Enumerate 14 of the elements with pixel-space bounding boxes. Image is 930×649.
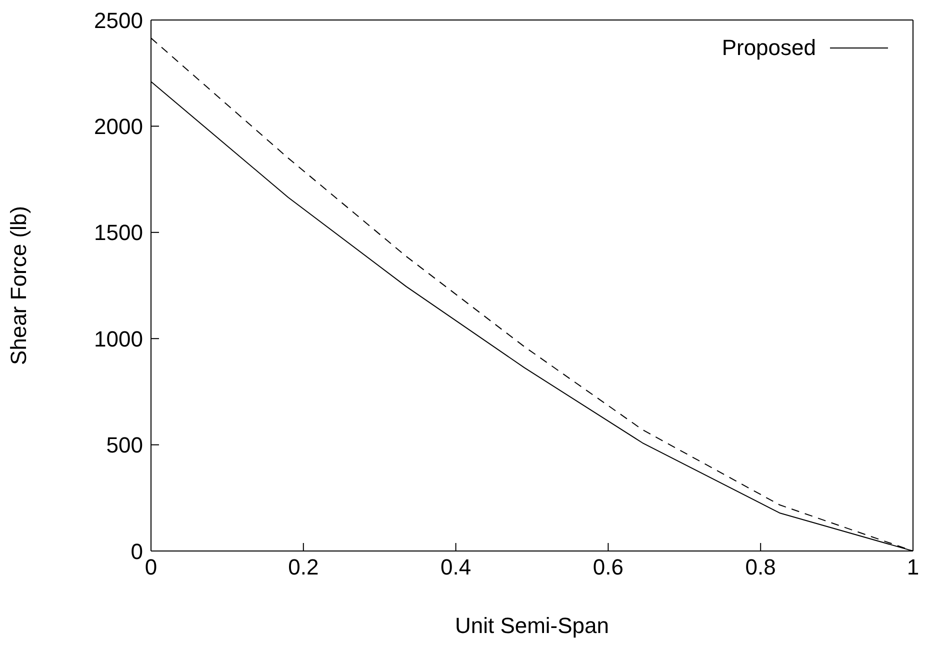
x-tick-label: 0.6 (592, 554, 624, 580)
x-tick-label: 0.2 (288, 554, 319, 580)
legend-label: Proposed (722, 35, 816, 61)
y-tick-label: 2000 (94, 114, 143, 140)
y-axis-title: Shear Force (lb) (6, 206, 31, 365)
x-tick-label: 1 (906, 554, 920, 580)
y-tick-label: 500 (106, 432, 143, 458)
y-tick-label: 1000 (94, 326, 143, 352)
y-tick-label: 0 (130, 538, 143, 564)
x-axis-title: Unit Semi-Span (454, 613, 610, 638)
y-tick-label: 1500 (94, 220, 143, 246)
x-tick-label: 0.8 (745, 554, 776, 580)
y-tick-label: 2500 (94, 8, 143, 33)
x-tick-label: 0.4 (440, 554, 472, 580)
